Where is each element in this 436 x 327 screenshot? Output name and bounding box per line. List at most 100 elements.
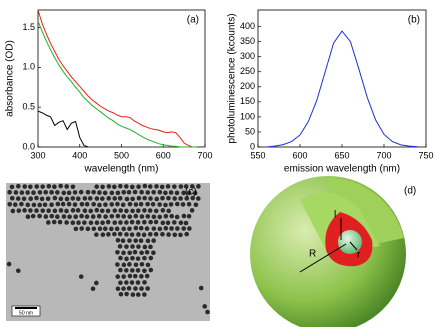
nanoparticle: [153, 208, 159, 214]
nanoparticle: [133, 238, 138, 243]
nanoparticle: [105, 208, 111, 214]
nanoparticle: [118, 220, 123, 225]
nanoparticle: [165, 184, 171, 189]
nanoparticle: [51, 219, 57, 225]
nanoparticle: [184, 231, 189, 237]
nanoparticle: [142, 268, 147, 274]
nanoparticle: [112, 184, 117, 190]
nanoparticle: [129, 280, 135, 285]
nanoparticle: [114, 226, 120, 232]
nanoparticle: [127, 273, 133, 279]
nanoparticle: [183, 220, 189, 226]
nanoparticle: [184, 196, 190, 201]
data-line: [266, 30, 418, 148]
nanoparticle: [100, 220, 105, 226]
nanoparticle: [157, 189, 163, 195]
nanoparticle: [142, 219, 147, 225]
nanoparticle: [121, 262, 127, 268]
nanoparticle: [61, 190, 67, 196]
nanoparticle: [138, 225, 144, 231]
panel-label: (d): [404, 186, 416, 197]
nanoparticle: [123, 184, 129, 189]
nanoparticle: [88, 220, 94, 226]
nanoparticle: [70, 220, 76, 226]
nanoparticle: [186, 213, 192, 219]
nanoparticle: [157, 214, 163, 220]
y-axis-label: absorbance (OD): [5, 40, 16, 117]
nanoparticle: [135, 268, 141, 273]
nanoparticle: [7, 189, 12, 195]
nanoparticle: [57, 219, 63, 225]
y-tick-label: 400: [240, 21, 255, 31]
nanoparticle: [151, 226, 157, 231]
nanoparticle: [174, 190, 180, 196]
nanoparticle: [133, 202, 139, 207]
nanoparticle: [118, 208, 124, 213]
nanoparticle: [37, 202, 42, 208]
nanoparticle: [22, 184, 28, 189]
nanoparticle: [144, 273, 150, 279]
x-tick-label: 750: [418, 150, 433, 160]
nanoparticle: [115, 213, 121, 219]
y-tick-label: 100: [240, 111, 255, 121]
nanoparticle: [126, 189, 132, 195]
nanoparticle: [124, 220, 129, 225]
nanoparticle: [100, 232, 106, 237]
nanoparticle: [130, 196, 135, 202]
nanoparticle: [121, 274, 126, 279]
nanoparticle: [43, 189, 49, 195]
nanoparticle: [118, 291, 124, 297]
x-tick-label: 600: [156, 150, 171, 160]
x-tick-label: 500: [114, 150, 129, 160]
nanoparticle: [112, 208, 118, 213]
nanoparticle: [19, 201, 24, 207]
nanoparticle: [150, 201, 156, 207]
nanoparticle: [139, 274, 144, 279]
x-tick-label: 400: [72, 150, 87, 160]
shell-label: l: [334, 210, 336, 221]
nanoparticle: [94, 196, 100, 201]
nanoparticle: [102, 190, 108, 196]
nanoparticle: [30, 213, 36, 219]
nanoparticle: [142, 195, 147, 201]
panel-label: (a): [187, 15, 199, 26]
nanoparticle: [133, 213, 139, 219]
nanoparticle: [168, 190, 174, 195]
nanoparticle: [132, 189, 138, 195]
nanoparticle: [127, 238, 132, 243]
nanoparticle: [103, 202, 108, 207]
nanoparticle: [58, 208, 64, 213]
nanoparticle: [189, 184, 195, 189]
data-line: [37, 110, 89, 148]
y-tick-label: 0: [250, 141, 255, 151]
nanoparticle: [133, 225, 139, 231]
nanoparticle: [160, 195, 165, 201]
nanoparticle: [64, 196, 70, 202]
nanoparticle: [138, 238, 144, 244]
nanoparticle: [163, 225, 169, 231]
nanoparticle: [25, 214, 31, 219]
nanoparticle: [46, 208, 51, 214]
nanoparticle: [94, 207, 100, 213]
nanoparticle: [91, 201, 96, 207]
nanoparticle: [61, 214, 67, 219]
nanoparticle: [127, 250, 133, 256]
nanoparticle: [145, 238, 151, 244]
panel-label: (c): [185, 187, 197, 198]
y-axis-label: photoluminescence (kcounts): [227, 13, 238, 143]
nanoparticle: [181, 226, 187, 231]
nanoparticle: [139, 250, 144, 256]
x-axis-label: wavelength (nm): [84, 164, 159, 175]
nanoparticle: [39, 196, 45, 202]
nanoparticle: [172, 220, 177, 225]
nanoparticle: [105, 219, 111, 225]
y-tick-label: 150: [240, 96, 255, 106]
nanoparticle: [112, 231, 117, 237]
nanoparticle: [135, 220, 141, 225]
nanoparticle: [31, 202, 37, 208]
nanoparticle: [172, 232, 178, 238]
scale-bar-label: 50 nm: [19, 310, 33, 316]
nanoparticle: [118, 280, 123, 286]
nanoparticle: [15, 183, 21, 189]
